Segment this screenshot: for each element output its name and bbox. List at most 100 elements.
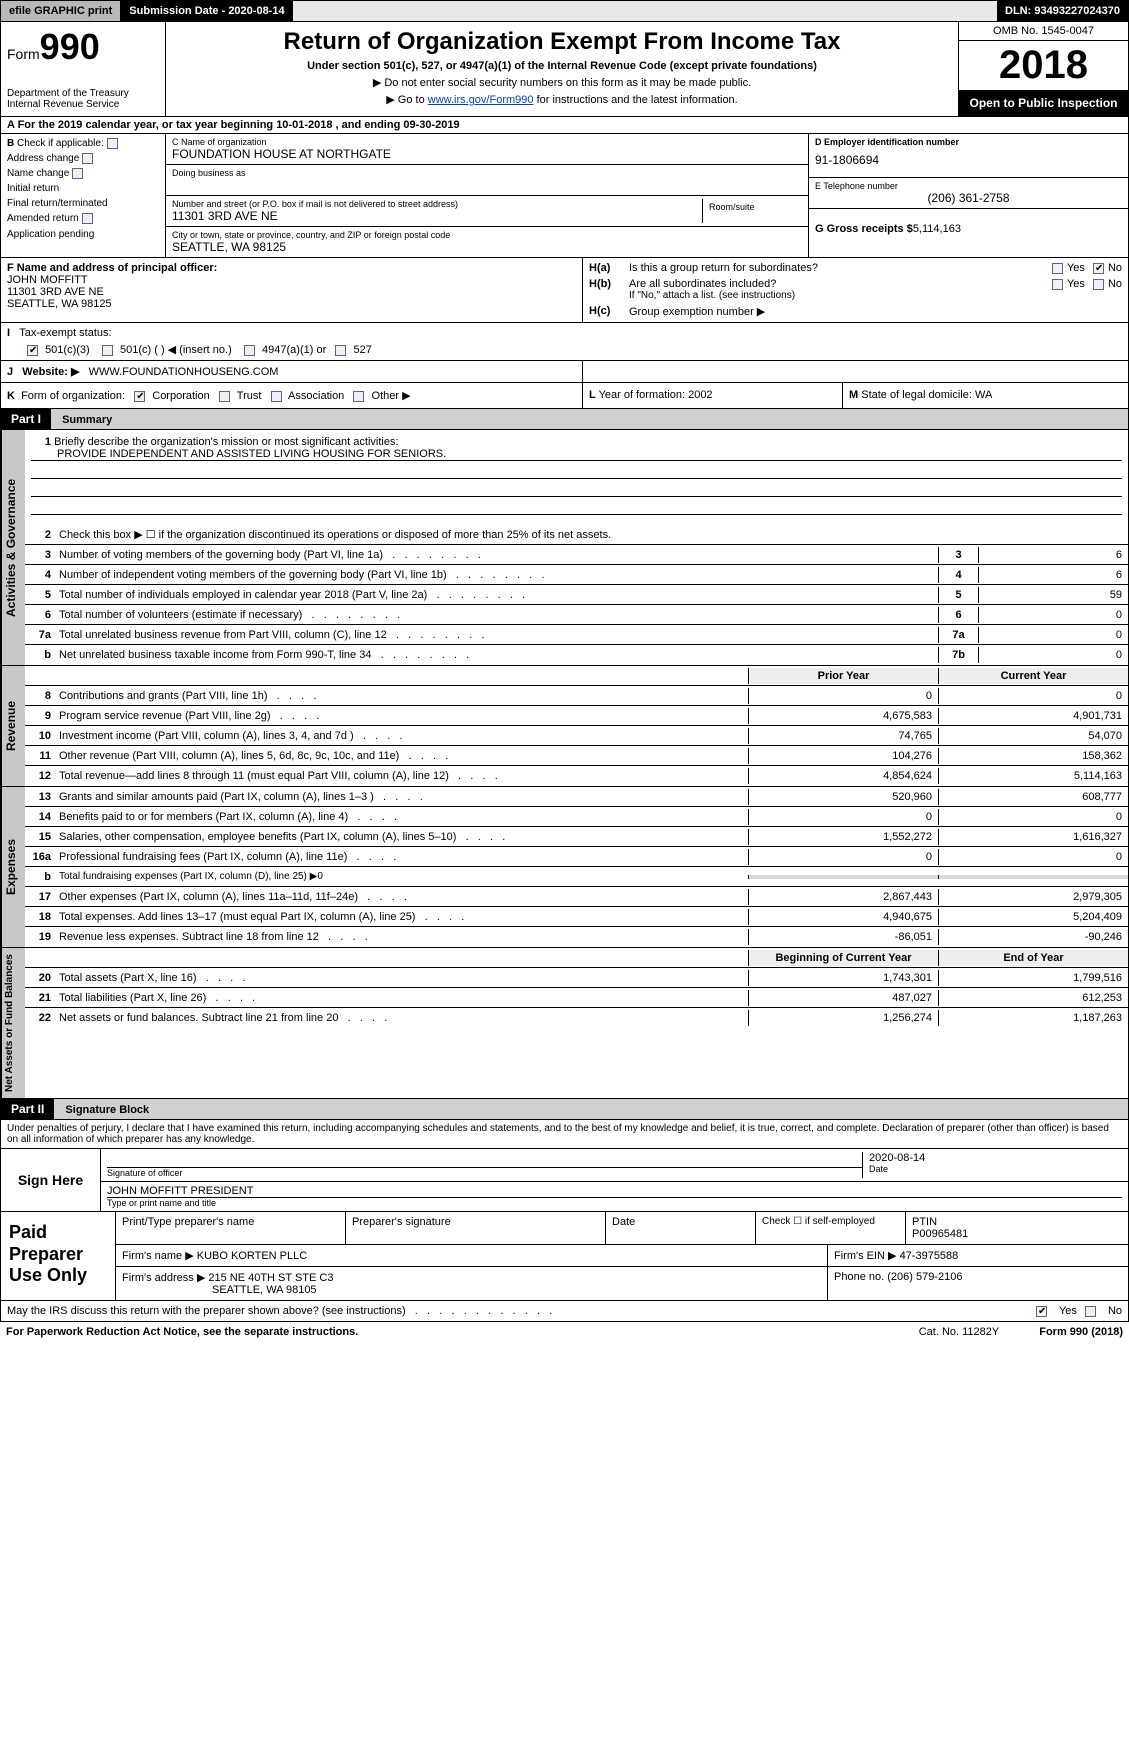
gov-line: 3 Number of voting members of the govern… [25,545,1128,565]
exp-block: Expenses 13 Grants and similar amounts p… [0,787,1129,948]
chk-trust[interactable] [219,391,230,402]
line-val: 6 [978,567,1128,583]
m: M [849,389,858,401]
section-l: L Year of formation: 2002 [583,383,843,408]
line-desc: Other revenue (Part VIII, column (A), li… [55,748,748,764]
org-name: FOUNDATION HOUSE AT NORTHGATE [172,147,802,161]
ph0: Print/Type preparer's name [116,1212,346,1244]
row-a: A For the 2019 calendar year, or tax yea… [0,117,1129,134]
side-gov: Activities & Governance [1,430,25,665]
efile-badge: efile GRAPHIC print [1,1,121,21]
chk-501c[interactable] [102,345,113,356]
chk-address: Address change [7,153,159,164]
table-row: 12 Total revenue—add lines 8 through 11 … [25,766,1128,786]
line-cn: 7a [938,627,978,643]
table-row: 13 Grants and similar amounts paid (Part… [25,787,1128,807]
line-val: 6 [978,547,1128,563]
line-num: 14 [25,809,55,825]
ha-no-box[interactable] [1093,263,1104,274]
f-label: F Name and address of principal officer: [7,262,217,274]
m-label: State of legal domicile: [861,389,972,401]
rev-hdr: Prior Year Current Year [25,666,1128,686]
gov-body: 1 Briefly describe the organization's mi… [25,430,1128,665]
line-desc: Check this box ▶ ☐ if the organization d… [55,526,1128,543]
chk-pending: Application pending [7,229,159,240]
line-num: b [25,647,55,663]
phone-lbl: Phone no. [834,1271,884,1283]
chk-corp[interactable] [134,391,145,402]
dba-val [172,178,802,192]
city-label: City or town, state or province, country… [172,230,802,240]
sig-line[interactable] [107,1152,862,1168]
current-val: -90,246 [938,929,1128,945]
k-label: Form of organization: [21,390,125,402]
officer-addr1: 11301 3RD AVE NE [7,286,576,298]
chk-4947[interactable] [244,345,255,356]
i-label: I [7,327,10,339]
officer-name: JOHN MOFFITT [7,274,576,286]
col-d: D Employer identification number 91-1806… [808,134,1128,257]
prior-val: 4,854,624 [748,768,938,784]
line-desc: Investment income (Part VIII, column (A)… [55,728,748,744]
opt-527: 527 [353,344,371,356]
gov-line: 5 Total number of individuals employed i… [25,585,1128,605]
hb-yes-box[interactable] [1052,279,1063,290]
chk-527[interactable] [335,345,346,356]
line-num: 21 [25,990,55,1006]
opt-corp: Corporation [152,390,209,402]
chk-name-box[interactable] [72,168,83,179]
m-text: PROVIDE INDEPENDENT AND ASSISTED LIVING … [31,448,1122,461]
ph4: PTINP00965481 [906,1212,1128,1244]
note2-pre: ▶ Go to [386,94,427,106]
line-desc: Total assets (Part X, line 16) . . . . [55,970,748,986]
ha-yes-box[interactable] [1052,263,1063,274]
addr-lbl: Firm's address ▶ [122,1272,205,1284]
city: SEATTLE, WA 98125 [172,240,802,254]
prior-val: 1,552,272 [748,829,938,845]
sig-row2: JOHN MOFFITT PRESIDENT Type or print nam… [101,1182,1128,1211]
prior-val: 1,743,301 [748,970,938,986]
line-num: 20 [25,970,55,986]
table-row: 14 Benefits paid to or for members (Part… [25,807,1128,827]
hdr-prior: Prior Year [748,668,938,684]
hdr-eoy: End of Year [938,950,1128,966]
chk-501c3[interactable] [27,345,38,356]
b-label: B [7,138,14,149]
discuss-no: No [1108,1305,1122,1317]
prior-val: 4,940,675 [748,909,938,925]
line-num: 13 [25,789,55,805]
chk-placeholder[interactable] [107,138,118,149]
hb-no-box[interactable] [1093,279,1104,290]
officer-addr2: SEATTLE, WA 98125 [7,298,576,310]
line-desc: Program service revenue (Part VIII, line… [55,708,748,724]
current-val: 5,204,409 [938,909,1128,925]
line-val: 0 [978,607,1128,623]
current-val: 54,070 [938,728,1128,744]
chk-amended: Amended return [7,213,159,224]
date-label: Date [869,1164,1122,1174]
line-desc: Professional fundraising fees (Part IX, … [55,849,748,865]
k: K [7,390,15,402]
note-url: ▶ Go to www.irs.gov/Form990 for instruct… [176,93,948,106]
line-cn: 4 [938,567,978,583]
chk-addr-box[interactable] [82,153,93,164]
m-label: Briefly describe the organization's miss… [54,436,398,448]
omb-number: OMB No. 1545-0047 [959,22,1128,41]
discuss-no-box[interactable] [1085,1306,1096,1317]
discuss-q: May the IRS discuss this return with the… [7,1305,1036,1317]
chk-initial: Initial return [7,183,159,194]
chk-assoc[interactable] [271,391,282,402]
current-val: 2,979,305 [938,889,1128,905]
line-num: 7a [25,627,55,643]
line-desc: Benefits paid to or for members (Part IX… [55,809,748,825]
chk-amend-box[interactable] [82,213,93,224]
d-label: D Employer identification number [815,137,1122,147]
website-label: Website: ▶ [22,366,79,378]
net-hdr: Beginning of Current Year End of Year [25,948,1128,968]
chk-other[interactable] [353,391,364,402]
cell-dba: Doing business as [166,165,808,196]
irs-link[interactable]: www.irs.gov/Form990 [428,94,534,106]
line-num: 17 [25,889,55,905]
discuss-yes-box[interactable] [1036,1306,1047,1317]
part1-title: Summary [54,411,120,429]
